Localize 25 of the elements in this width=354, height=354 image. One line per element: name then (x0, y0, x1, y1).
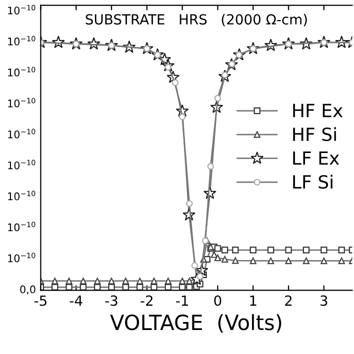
x-tick-label: 1 (250, 296, 256, 306)
legend-label: HF Ex (293, 104, 343, 118)
legend-label: LF Si (293, 174, 332, 189)
x-tick-label: 2 (285, 295, 292, 306)
text: 10$^{−10}$ (8, 98, 36, 108)
x-tick-label: -4 (70, 296, 82, 306)
text: 10$^{−10}$ (8, 252, 36, 262)
x-tick-label: -1 (176, 296, 188, 306)
chart-title: SUBSTRATE HRS (2000 Ω-cm) (86, 14, 307, 26)
x-tick-label: -5 (34, 296, 46, 306)
text: 10$^{−10}$ (8, 222, 36, 232)
x-axis-title: VOLTAGE (Volts) (110, 314, 282, 333)
x-tick-label: 3 (320, 295, 328, 306)
legend-label: HF Si (293, 127, 336, 142)
text: 10$^{−10}$ (8, 128, 36, 138)
text: 10$^{−10}$ (8, 190, 36, 200)
text: 0,0 (20, 285, 36, 294)
x-tick-label: -2 (140, 295, 152, 306)
text: 10$^{−10}$ (8, 160, 36, 170)
text: 10$^{−10}$ (8, 36, 36, 46)
text: 10$^{−10}$ (8, 66, 36, 76)
x-tick-label: 0 (214, 295, 222, 306)
x-tick-label: -3 (105, 295, 118, 306)
legend-label: LF Ex (293, 152, 340, 165)
text: 10$^{−10}$ (8, 4, 36, 14)
